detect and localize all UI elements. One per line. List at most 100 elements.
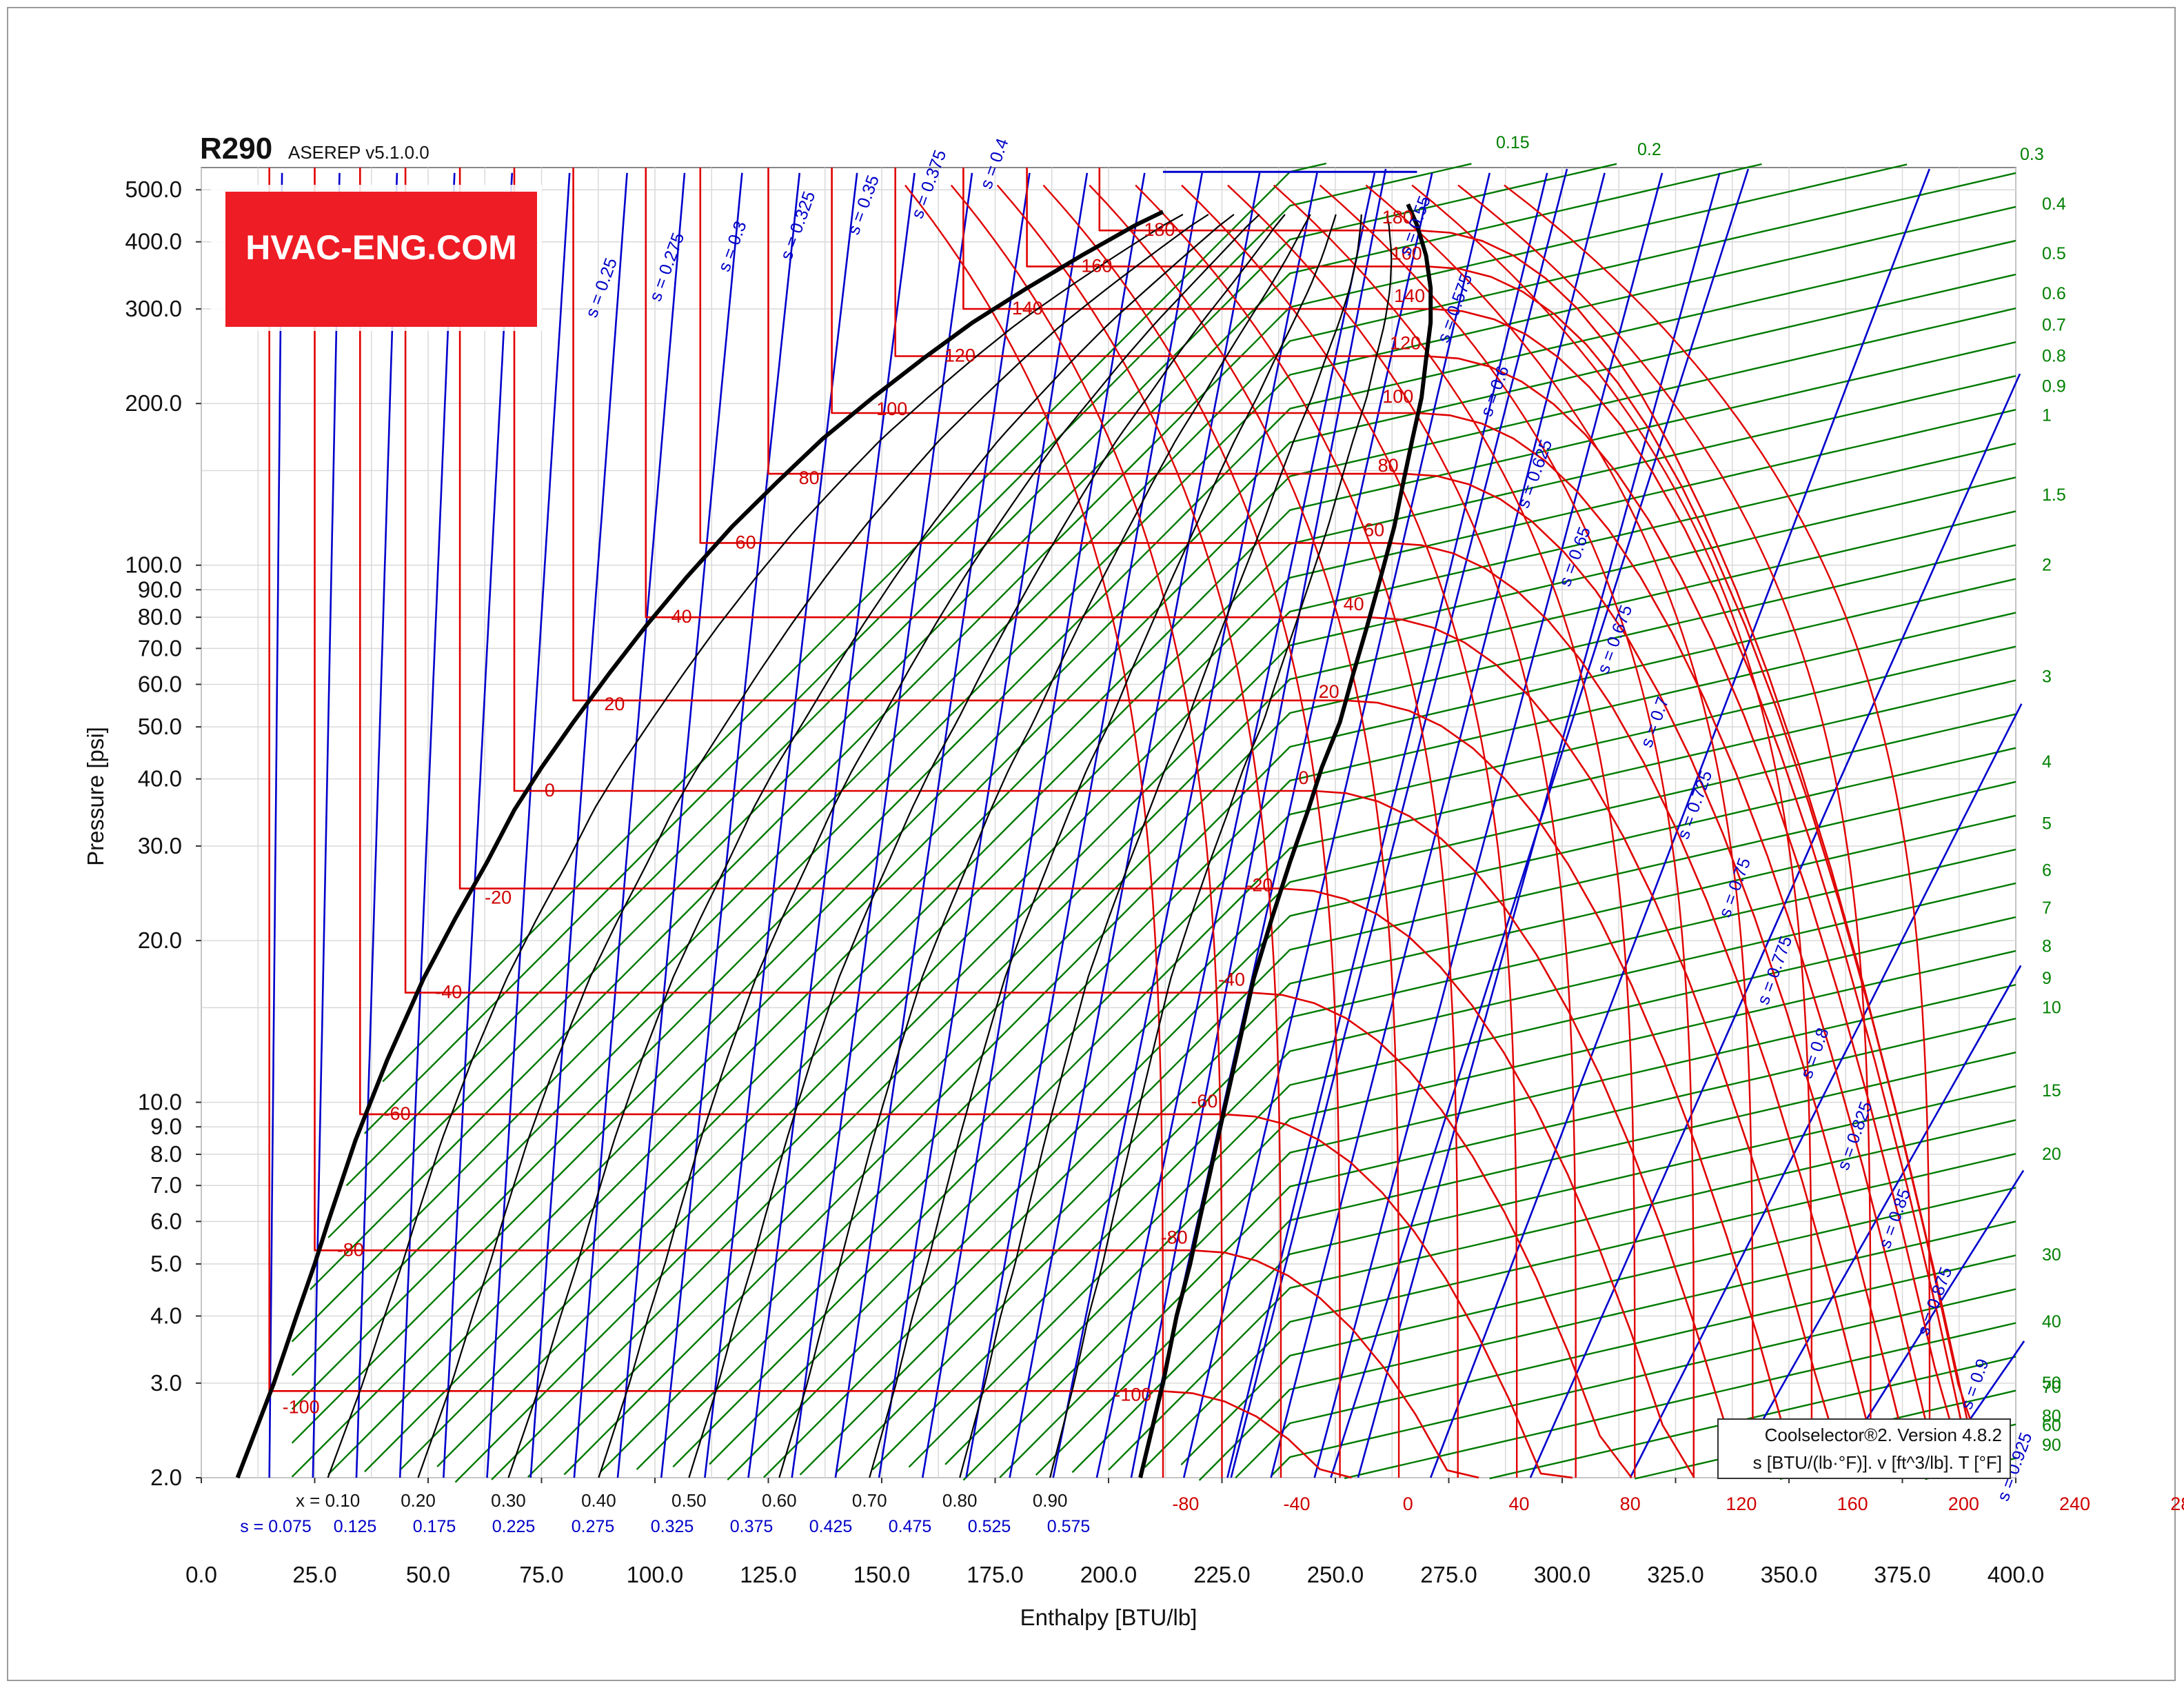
isochore-line [491,510,2016,1480]
x-tick-label: 150.0 [853,1562,911,1587]
y-tick-label: 5.0 [150,1251,182,1276]
entropy-lines [268,168,2025,1478]
isochore-line [400,409,2016,1470]
quality-line [598,214,1260,1478]
isentrope-line [834,172,1031,1478]
isochore-line [1144,1153,2016,1468]
x-tick-label: 275.0 [1420,1562,1477,1587]
isotherm-line [268,168,1352,1479]
y-tick-label: 300.0 [125,296,182,321]
isotherm-line [572,168,1823,1479]
isochore-line [600,612,2016,1473]
isochore-line [345,163,1617,1187]
quality-lines [327,214,1393,1478]
quality-line [507,214,1235,1478]
isentrope-line [1629,703,2023,1478]
isochore-line [1071,1085,2016,1474]
isotherm-label-liquid: -60 [384,1103,411,1124]
specific-volume-label: 60 [2042,1416,2061,1436]
x-tick-label: 175.0 [967,1562,1024,1587]
isotherm-label-vapor: 20 [1319,681,1339,702]
axes: 0.0 25.0 50.0 75.0 100.0 125.0 150.0 175.0 200.0… [125,177,2044,1587]
x-tick-label: 300.0 [1534,1562,1591,1587]
y-tick-label: 3.0 [150,1370,182,1396]
isentrope-line [1429,168,1931,1478]
isotherm-bottom-label: 200 [1948,1494,1979,1514]
isotherm-line [831,168,1959,1478]
x-tick-label: 125.0 [740,1562,797,1587]
entropy-axis-label: 0.525 [968,1517,1011,1536]
isotherm-label-liquid: -80 [337,1239,364,1260]
isotherm-label-liquid: 120 [944,345,975,366]
specific-volume-label: 5 [2042,814,2052,834]
entropy-axis-label: 0.575 [1047,1517,1091,1536]
isotherm-label-liquid: 20 [604,694,625,714]
info-version: Coolselector®2. Version 4.8.2 [1765,1425,2002,1445]
isotherm-label-liquid: 140 [1012,298,1043,319]
isotherm-lines [268,168,2003,1479]
isotherm-line [359,168,1573,1479]
saturated-vapor-line [1138,203,1433,1478]
info-units: s [BTU/(lb·°F)]. v [ft^3/lb]. T [°F] [1753,1452,2002,1473]
isotherm-bottom-label: 280 [2170,1494,2184,1514]
isotherm-bottom-label: 40 [1508,1494,1529,1514]
isotherm-line [1098,168,1992,1478]
quality-line [869,214,1337,1478]
entropy-axis-label: 0.475 [889,1517,932,1536]
y-tick-label: 90.0 [138,576,182,602]
isotherm-label-vapor: 0 [1298,767,1308,788]
isotherm-label-liquid: 100 [876,399,907,419]
isochore-line [1108,1119,2016,1471]
quality-label: 0.50 [671,1490,707,1511]
isochore-line [291,239,2016,1410]
y-tick-label: 20.0 [138,927,182,953]
grid [201,167,2016,1478]
isotherm-label-liquid: 40 [671,606,692,627]
isochore-line [1271,1288,2016,1476]
y-axis-label: Pressure [psi] [83,727,108,866]
isentrope-line [616,172,743,1478]
y-tick-label: 200.0 [125,390,182,416]
isentrope-line [965,172,1203,1478]
isotherm-line [1457,184,1872,1478]
specific-volume-label: 80 [2042,1407,2061,1426]
entropy-axis-label: s = 0.075 [240,1517,312,1536]
x-tick-label: 75.0 [519,1562,563,1587]
x-tick-label: 375.0 [1874,1562,1931,1587]
specific-volume-label: 6 [2042,861,2052,881]
quality-label: 0.90 [1033,1490,1068,1511]
x-tick-label: 225.0 [1193,1562,1251,1587]
isotherm-line [1273,184,1636,1478]
specific-volume-label: 0.7 [2042,315,2066,334]
isochore-line [1035,1052,2016,1476]
isentrope-line [1182,172,1491,1478]
isotherm-bottom-label: 120 [1726,1494,1757,1514]
isotherm-label-liquid: -100 [283,1396,320,1417]
specific-volume-label: 3 [2042,667,2052,686]
isochore-line [999,1017,2016,1478]
quality-line [959,214,1362,1478]
quality-line [327,214,1184,1478]
y-tick-label: 10.0 [138,1089,182,1115]
isochore-line [364,375,2016,1473]
x-axis-label: Enthalpy [BTU/lb] [1020,1605,1197,1630]
info-box: Coolselector®2. Version 4.8.2 s [BTU/(lb… [1717,1418,2011,1479]
isotherm-line [962,168,2003,1479]
isochore-line [836,848,2016,1473]
specific-volume-label: 30 [2042,1245,2061,1265]
isotherm-line [1181,184,1518,1478]
isotherm-line [458,168,1695,1478]
saturated-liquid-line [235,210,1164,1479]
specific-volume-label: 7 [2042,898,2052,918]
isentrope-line [1729,965,2022,1478]
x-tick-label: 250.0 [1307,1562,1364,1587]
isotherm-label-liquid: -20 [485,887,512,907]
y-tick-label: 400.0 [125,229,182,254]
y-tick-label: 4.0 [150,1303,182,1329]
isentrope-line [1270,172,1606,1478]
isotherm-bottom-label: 240 [2059,1494,2090,1514]
isotherm-line [894,168,1968,1478]
isentrope-line [529,172,628,1478]
isotherm-bottom-label: 0 [1403,1494,1413,1514]
